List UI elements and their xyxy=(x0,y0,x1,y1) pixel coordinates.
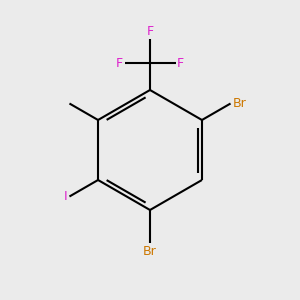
Text: Br: Br xyxy=(143,245,157,258)
Text: F: F xyxy=(177,56,184,70)
Text: Br: Br xyxy=(232,97,246,110)
Text: F: F xyxy=(116,56,123,70)
Text: F: F xyxy=(146,25,154,38)
Text: I: I xyxy=(64,190,68,203)
